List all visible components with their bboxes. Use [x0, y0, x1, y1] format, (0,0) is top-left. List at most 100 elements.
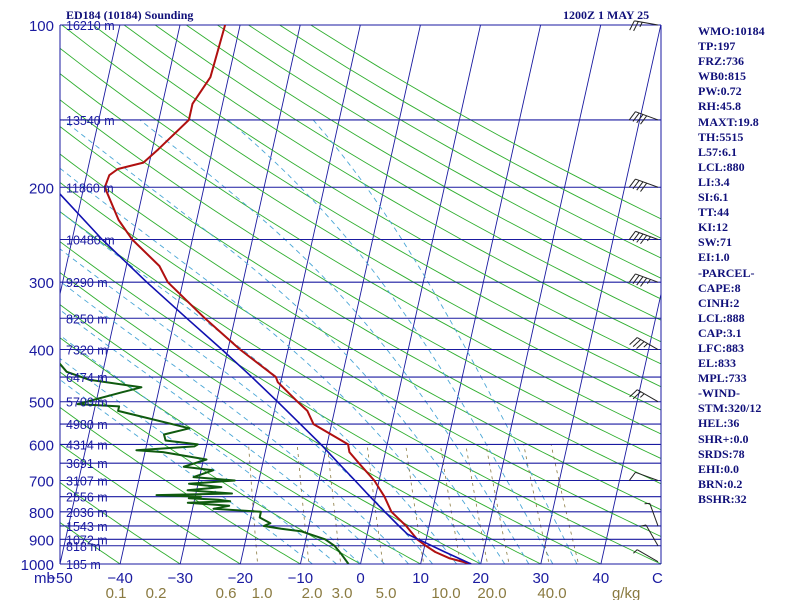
index-line: RH:45.8 [698, 99, 741, 114]
mixing-ratio-label: 2.0 [302, 585, 323, 600]
dry-adiabat-line [60, 125, 661, 485]
index-line: TP:197 [698, 39, 736, 54]
mixing-ratio-label: 0.6 [216, 585, 237, 600]
mixing-ratio-line [366, 444, 384, 564]
height-label: 818 m [66, 540, 101, 554]
dry-adiabat-line [60, 73, 661, 435]
wind-barb-feather [636, 181, 644, 191]
height-label: 2036 m [66, 506, 108, 520]
index-line: L57:6.1 [698, 144, 737, 159]
isotherm-line [119, 25, 241, 564]
wind-barb [628, 273, 659, 287]
wind-barb-feather [636, 341, 645, 350]
wind-barb-feather [628, 472, 636, 481]
wind-barb [629, 337, 659, 350]
index-line: MPL:733 [698, 371, 747, 386]
height-label: 16210 m [66, 19, 115, 33]
dry-adiabat-line [60, 371, 362, 564]
moist-adiabat-line [312, 119, 578, 564]
index-line: -WIND- [698, 386, 740, 401]
moist-adiabat-line [227, 119, 554, 564]
isobar-lines [59, 24, 662, 565]
index-line: -PARCEL- [698, 265, 755, 280]
moist-adiabat-line [60, 309, 385, 564]
index-line: EL:833 [698, 356, 737, 371]
index-line: BSHR:32 [698, 491, 747, 506]
pressure-tick-label: 400 [29, 343, 54, 360]
dry-adiabat-line [217, 25, 661, 279]
dry-adiabat-line [61, 25, 661, 388]
isotherm-line [60, 25, 121, 297]
temperature-tick-label: −10 [288, 570, 313, 587]
index-line: SRDS:78 [698, 446, 745, 461]
index-line: TT:44 [698, 205, 730, 220]
isotherm-line [60, 25, 181, 564]
temperature-tick-label: −40 [107, 570, 132, 587]
wind-barb-feather [632, 275, 640, 284]
wind-barb [640, 524, 659, 547]
moist-adiabat-line [139, 119, 530, 564]
dry-adiabat-line [154, 25, 661, 321]
moist-adiabat-line [63, 119, 506, 564]
isotherm-line [239, 25, 361, 564]
temperature-trace [103, 25, 472, 564]
index-line: CINH:2 [698, 295, 740, 310]
moist-adiabat-line [60, 357, 337, 564]
height-label: 5700 m [66, 396, 108, 410]
pressure-tick-label: 300 [29, 275, 54, 292]
height-label: 3691 m [66, 457, 108, 471]
index-line: WB0:815 [698, 69, 746, 84]
temperature-tick-label: 40 [593, 570, 610, 587]
wind-barb-staff [635, 471, 659, 481]
index-line: TH:5515 [698, 129, 744, 144]
mixing-ratio-line [550, 444, 579, 564]
height-label: 4314 m [66, 438, 108, 452]
dry-adiabat-line [60, 241, 602, 564]
dry-adiabat-line [92, 25, 661, 365]
wind-barb [628, 230, 659, 245]
parcel-trace [60, 192, 472, 564]
wind-barb-feather [632, 232, 640, 242]
index-line: CAP:3.1 [698, 325, 742, 340]
moist-adiabat-line [60, 334, 361, 564]
wind-barb-half-feather [633, 549, 638, 554]
height-label: 1543 m [66, 520, 108, 534]
wind-barb-feather [628, 178, 636, 188]
isotherm-line [540, 25, 661, 564]
temperature-tick-label: −30 [167, 570, 192, 587]
mixing-ratio-label: 10.0 [431, 585, 460, 600]
index-line: KI:12 [698, 220, 728, 235]
wind-barb-feather [636, 114, 644, 124]
wind-barb [633, 549, 659, 563]
mixing-ratio-label: 40.0 [537, 585, 566, 600]
mixing-ratio-line [296, 444, 310, 564]
isotherm-line [480, 25, 602, 564]
dry-adiabat-line [60, 304, 482, 564]
isotherm-line [600, 291, 661, 564]
mixing-ratio-line [485, 444, 510, 564]
temperature-tick-label: −50 [47, 570, 72, 587]
moist-adiabat-line [60, 280, 409, 564]
pressure-unit-label: mb [34, 570, 55, 587]
wind-barb-half-feather [646, 236, 651, 242]
wind-barb-feather [640, 277, 648, 287]
wind-barb-feather [633, 21, 639, 32]
index-line: LI:3.4 [698, 174, 730, 189]
dry-adiabat-line [60, 443, 242, 564]
wind-barb-feather [632, 180, 640, 190]
pressure-tick-label: 500 [29, 395, 54, 412]
index-line: SW:71 [698, 235, 733, 250]
temperature-tick-label: 30 [532, 570, 549, 587]
mixing-ratio-label: 5.0 [376, 585, 397, 600]
dry-adiabat-line [60, 521, 121, 564]
temperature-tick-label: 10 [412, 570, 429, 587]
height-label: 9290 m [66, 276, 108, 290]
wind-barb-half-feather [643, 343, 648, 348]
sounding-title: ED184 (10184) Sounding [66, 8, 194, 22]
height-label: 2556 m [66, 491, 108, 505]
dry-adiabat-line [60, 482, 182, 564]
dry-adiabat-line [60, 47, 661, 411]
height-label: 6474 m [66, 371, 108, 385]
